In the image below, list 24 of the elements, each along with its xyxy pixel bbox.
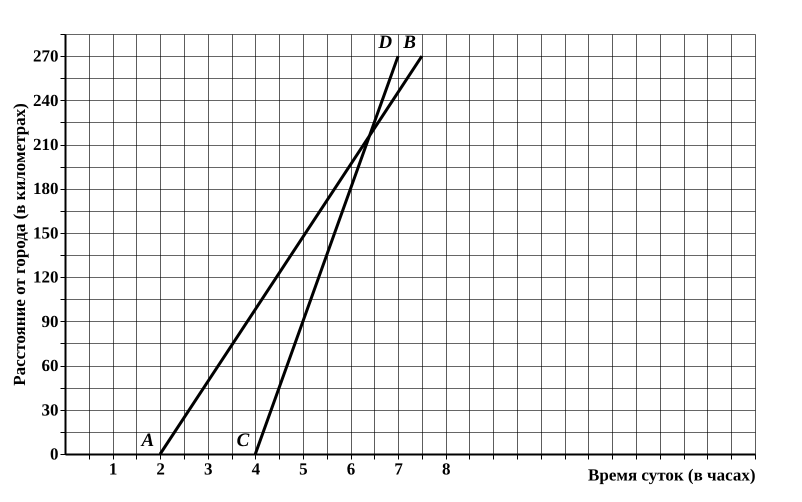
- x-tick-label: 2: [156, 460, 165, 478]
- annotation: A: [140, 430, 154, 451]
- x-tick-label: 7: [394, 460, 404, 478]
- annotation: B: [402, 32, 416, 54]
- x-tick-label: 6: [346, 460, 356, 478]
- y-axis-title: Расстояние от города (в километрах): [10, 103, 29, 386]
- x-tick-label: 1: [108, 460, 118, 478]
- y-tick-label: 240: [33, 90, 58, 110]
- y-tick-label: 270: [33, 46, 58, 66]
- y-tick-label: 180: [33, 179, 58, 198]
- x-tick-label: 8: [442, 460, 450, 478]
- x-tick-label: 5: [299, 460, 308, 478]
- x-axis-title: Время суток (в часах): [588, 466, 756, 484]
- y-tick-label: 30: [42, 400, 58, 420]
- x-tick-label: 4: [252, 460, 261, 478]
- y-tick-label: 120: [33, 268, 58, 287]
- y-tick-label: 60: [42, 356, 58, 376]
- y-tick-label: 0: [50, 444, 58, 464]
- annotation: D: [377, 32, 392, 54]
- x-tick-label: 3: [204, 460, 213, 478]
- y-tick-label: 210: [33, 135, 58, 154]
- y-tick-label: 90: [42, 312, 58, 331]
- annotation: C: [236, 430, 250, 451]
- y-tick-label: 150: [33, 223, 58, 242]
